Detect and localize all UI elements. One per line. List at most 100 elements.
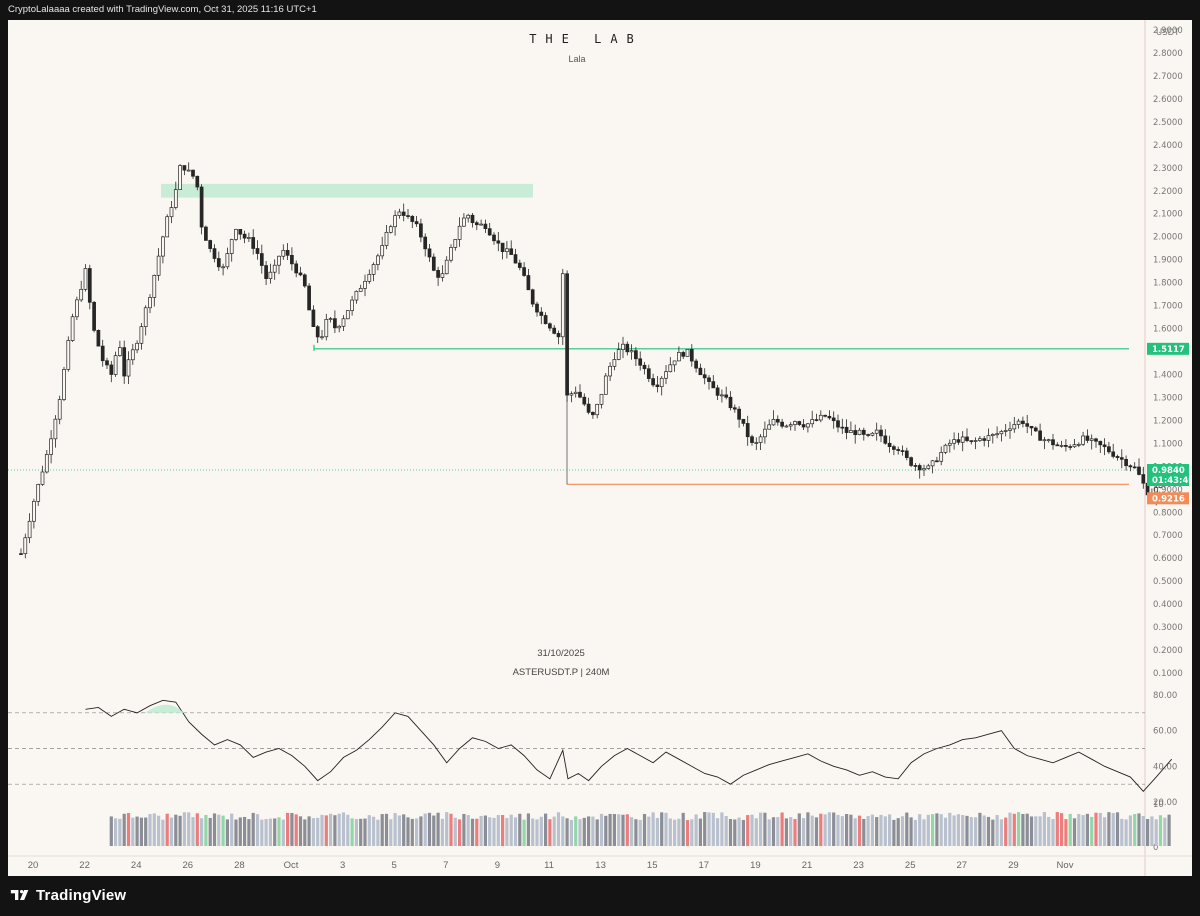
candle-body[interactable]	[195, 175, 200, 188]
candle-body[interactable]	[1025, 423, 1030, 427]
candle-body[interactable]	[57, 399, 62, 420]
candle-body[interactable]	[763, 428, 767, 438]
candle-body[interactable]	[290, 255, 294, 265]
candle-body[interactable]	[599, 393, 604, 405]
candle-body[interactable]	[251, 237, 256, 249]
candle-body[interactable]	[986, 435, 991, 441]
candle-body[interactable]	[294, 263, 299, 274]
candle-body[interactable]	[978, 438, 982, 441]
candle-body[interactable]	[397, 211, 402, 216]
candle-body[interactable]	[324, 318, 329, 338]
candle-body[interactable]	[444, 259, 449, 275]
candle-body[interactable]	[410, 215, 415, 222]
candle-body[interactable]	[750, 436, 754, 443]
candle-body[interactable]	[672, 360, 677, 366]
candle-body[interactable]	[677, 352, 681, 362]
candle-body[interactable]	[406, 215, 410, 217]
candle-body[interactable]	[135, 342, 139, 351]
candle-body[interactable]	[509, 248, 514, 255]
candle-body[interactable]	[1008, 428, 1012, 431]
candle-body[interactable]	[453, 239, 458, 248]
candle-body[interactable]	[668, 364, 673, 373]
candle-body[interactable]	[565, 273, 569, 396]
candle-body[interactable]	[191, 169, 195, 177]
candle-body[interactable]	[1059, 444, 1064, 447]
candle-body[interactable]	[728, 396, 733, 409]
candle-body[interactable]	[543, 315, 548, 325]
candle-body[interactable]	[788, 424, 793, 427]
price-chart[interactable]: THE LAB Lala USDT 2.9000 2.8000 2.7000 2.60…	[8, 20, 1192, 876]
candle-body[interactable]	[973, 440, 978, 442]
candle-body[interactable]	[118, 347, 122, 357]
candle-body[interactable]	[784, 425, 789, 428]
candle-body[interactable]	[496, 240, 501, 244]
candle-body[interactable]	[818, 414, 823, 421]
candle-body[interactable]	[638, 358, 643, 366]
candle-body[interactable]	[440, 273, 445, 278]
candle-body[interactable]	[1098, 440, 1103, 446]
candle-body[interactable]	[376, 255, 380, 265]
candle-body[interactable]	[1124, 458, 1128, 467]
candle-body[interactable]	[754, 442, 759, 444]
candle-body[interactable]	[66, 340, 71, 370]
candle-body[interactable]	[646, 368, 651, 379]
candle-body[interactable]	[161, 236, 165, 257]
candle-body[interactable]	[655, 384, 660, 388]
candle-body[interactable]	[999, 431, 1004, 435]
candle-body[interactable]	[844, 426, 849, 433]
candle-body[interactable]	[870, 432, 875, 436]
candle-body[interactable]	[612, 359, 617, 367]
candle-body[interactable]	[552, 327, 557, 334]
candle-body[interactable]	[745, 423, 750, 438]
candle-body[interactable]	[1076, 443, 1081, 446]
candle-body[interactable]	[156, 255, 161, 276]
candle-body[interactable]	[130, 349, 135, 361]
candle-body[interactable]	[139, 326, 144, 344]
candle-body[interactable]	[900, 450, 905, 452]
candle-body[interactable]	[143, 307, 148, 328]
candle-body[interactable]	[836, 420, 840, 428]
candle-body[interactable]	[827, 415, 832, 419]
candle-body[interactable]	[569, 393, 574, 396]
candle-body[interactable]	[879, 429, 883, 437]
candle-body[interactable]	[367, 274, 372, 282]
candle-body[interactable]	[685, 348, 690, 357]
candle-body[interactable]	[560, 273, 565, 338]
candle-body[interactable]	[853, 430, 858, 436]
candle-body[interactable]	[1042, 439, 1047, 442]
candle-body[interactable]	[857, 429, 862, 436]
candle-body[interactable]	[1141, 474, 1146, 484]
candle-body[interactable]	[904, 450, 909, 458]
candle-body[interactable]	[62, 369, 66, 400]
candle-body[interactable]	[449, 247, 453, 261]
candle-body[interactable]	[741, 418, 746, 424]
candle-body[interactable]	[801, 424, 806, 428]
candle-body[interactable]	[307, 285, 311, 311]
candle-body[interactable]	[100, 345, 105, 362]
candle-body[interactable]	[874, 429, 879, 434]
candle-body[interactable]	[1128, 465, 1133, 468]
candle-body[interactable]	[199, 186, 204, 228]
candle-body[interactable]	[956, 439, 961, 443]
candle-body[interactable]	[328, 318, 333, 320]
candle-body[interactable]	[388, 226, 393, 233]
candle-body[interactable]	[582, 396, 587, 405]
candle-body[interactable]	[831, 417, 836, 422]
candle-body[interactable]	[277, 255, 281, 266]
candle-body[interactable]	[965, 436, 969, 441]
candle-body[interactable]	[75, 299, 79, 318]
candle-body[interactable]	[629, 350, 634, 353]
candle-body[interactable]	[363, 280, 367, 289]
candle-body[interactable]	[268, 271, 273, 279]
candle-body[interactable]	[917, 465, 922, 471]
candle-body[interactable]	[436, 270, 440, 278]
candle-body[interactable]	[1132, 466, 1137, 469]
candle-body[interactable]	[1089, 438, 1094, 441]
volume-pane[interactable]: 10 0	[109, 800, 1171, 853]
candle-body[interactable]	[483, 223, 488, 229]
candle-body[interactable]	[883, 435, 888, 444]
candle-body[interactable]	[758, 436, 763, 443]
candle-body[interactable]	[909, 457, 913, 466]
candle-body[interactable]	[44, 454, 49, 473]
candle-body[interactable]	[320, 336, 324, 339]
